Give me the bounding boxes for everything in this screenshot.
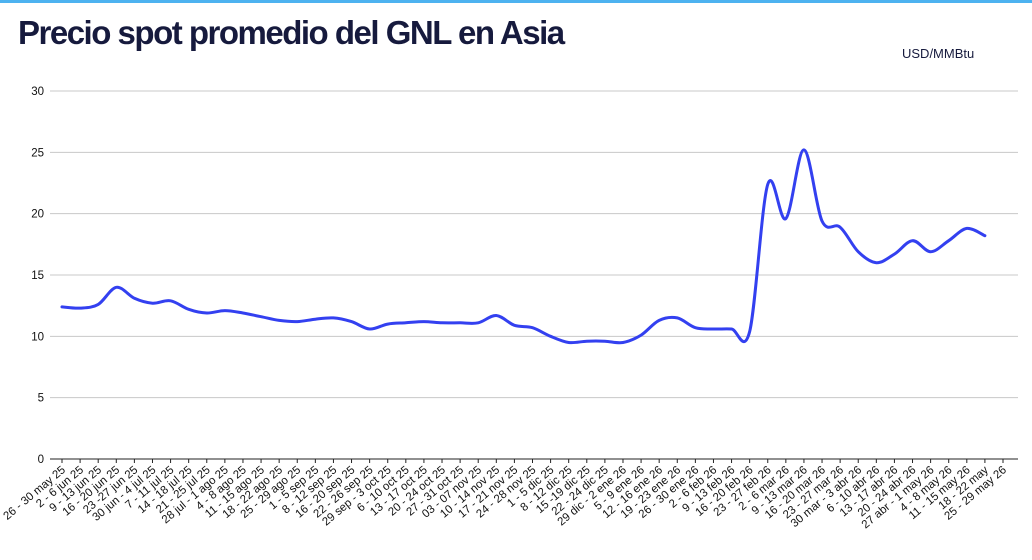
series-line xyxy=(60,148,987,345)
y-tick-label: 30 xyxy=(31,86,44,98)
y-axis-ticks: 0 5 10 15 20 25 30 xyxy=(31,86,44,466)
x-axis-ticks: 26 - 30 may 252 - 6 jun 259 - 13 jun 251… xyxy=(1,459,1009,531)
y-tick-label: 10 xyxy=(31,331,44,343)
y-tick-label: 0 xyxy=(38,454,44,466)
y-tick-label: 25 xyxy=(31,147,44,159)
grid-lines xyxy=(50,90,1018,460)
accent-bar xyxy=(0,0,1032,3)
y-tick-label: 5 xyxy=(38,393,44,405)
unit-label: USD/MMBtu xyxy=(902,46,975,61)
y-tick-label: 20 xyxy=(31,209,44,221)
page-title: Precio spot promedio del GNL en Asia xyxy=(18,14,565,51)
y-tick-label: 15 xyxy=(31,270,44,282)
